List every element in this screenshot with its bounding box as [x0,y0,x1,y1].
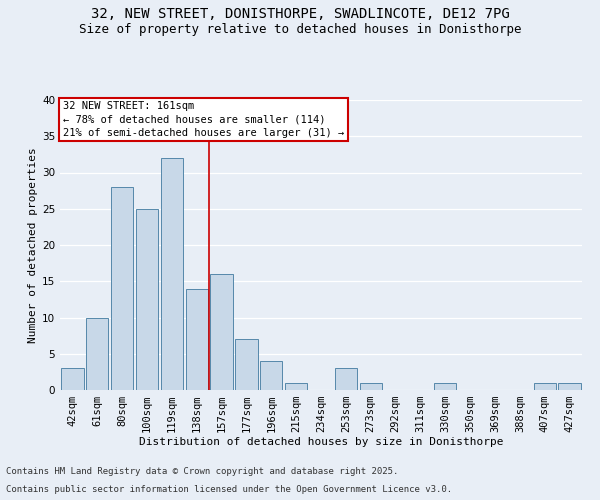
Bar [260,361,283,390]
Bar [559,383,581,390]
Bar [285,383,307,390]
Text: Contains HM Land Registry data © Crown copyright and database right 2025.: Contains HM Land Registry data © Crown c… [6,467,398,476]
Bar [359,383,382,390]
Bar [61,368,83,390]
Bar [533,383,556,390]
Bar [335,368,357,390]
Bar [86,318,109,390]
Bar [185,288,208,390]
Bar [111,187,133,390]
Bar [161,158,183,390]
Bar [136,209,158,390]
Text: Contains public sector information licensed under the Open Government Licence v3: Contains public sector information licen… [6,485,452,494]
Y-axis label: Number of detached properties: Number of detached properties [28,147,38,343]
Text: 32 NEW STREET: 161sqm
← 78% of detached houses are smaller (114)
21% of semi-det: 32 NEW STREET: 161sqm ← 78% of detached … [62,102,344,138]
X-axis label: Distribution of detached houses by size in Donisthorpe: Distribution of detached houses by size … [139,436,503,446]
Bar [211,274,233,390]
Bar [235,339,257,390]
Bar [434,383,457,390]
Text: 32, NEW STREET, DONISTHORPE, SWADLINCOTE, DE12 7PG: 32, NEW STREET, DONISTHORPE, SWADLINCOTE… [91,8,509,22]
Text: Size of property relative to detached houses in Donisthorpe: Size of property relative to detached ho… [79,22,521,36]
